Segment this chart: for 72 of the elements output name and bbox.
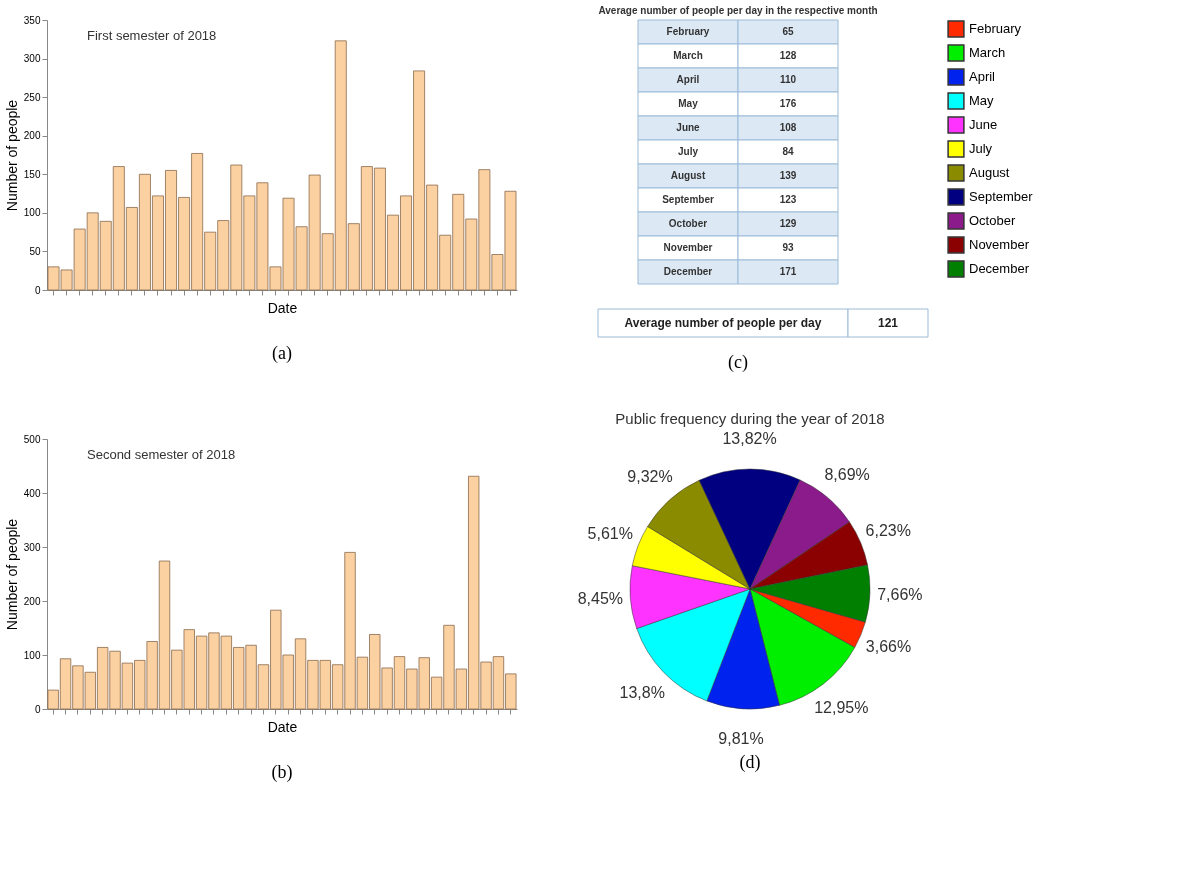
data-label: 129: [779, 218, 797, 229]
y-tick-label: 200: [23, 595, 41, 607]
y-tick-label: 100: [23, 649, 41, 661]
category-label: September: [662, 194, 714, 205]
y-axis-title: Number of people: [3, 99, 20, 212]
y-axis-title: Number of people: [3, 518, 20, 631]
y-tick-label: 350: [23, 14, 41, 26]
text: Second semester of 2018: [87, 447, 236, 462]
data-label: 139: [779, 170, 797, 181]
legend-label: March: [969, 45, 1006, 60]
text: Average number of people per day: [624, 316, 822, 330]
category-label: November: [663, 242, 713, 253]
x-axis-title: Date: [267, 299, 298, 316]
category-label: June: [676, 122, 701, 133]
category-label: May: [678, 98, 699, 109]
data-label: 12,95%: [814, 698, 869, 716]
y-tick-label: 250: [23, 91, 41, 103]
data-label: 7,66%: [877, 585, 923, 603]
y-tick-label: 0: [34, 284, 41, 296]
text: (d): [739, 752, 761, 773]
data-label: 171: [779, 266, 797, 277]
data-label: 5,61%: [587, 525, 633, 543]
y-tick-label: 300: [23, 53, 41, 65]
legend-label: August: [969, 165, 1010, 180]
category-label: October: [668, 218, 708, 229]
data-label: 176: [779, 98, 797, 109]
data-label: 3,66%: [865, 637, 912, 655]
text: Public frequency during the year of 2018: [615, 410, 885, 427]
y-tick-label: 400: [23, 487, 41, 499]
legend-label: December: [969, 261, 1030, 276]
data-label: 8,69%: [824, 465, 870, 483]
y-tick-label: 200: [23, 130, 41, 142]
y-tick-label: 100: [23, 207, 41, 219]
legend-label: June: [969, 117, 998, 132]
data-label: 110: [779, 74, 797, 85]
y-tick-label: 150: [23, 168, 41, 180]
legend-label: April: [969, 69, 996, 84]
category-label: August: [670, 170, 706, 181]
text: (c): [728, 352, 748, 373]
legend-label: May: [969, 93, 995, 108]
y-tick-label: 50: [29, 245, 41, 257]
category-label: December: [663, 266, 713, 277]
y-tick-label: 500: [23, 433, 41, 445]
text: (a): [272, 343, 292, 364]
category-label: July: [677, 146, 699, 157]
legend-label: October: [969, 213, 1016, 228]
y-tick-label: 0: [34, 703, 41, 715]
data-label: 123: [779, 194, 797, 205]
category-label: February: [666, 26, 710, 37]
legend-label: September: [969, 189, 1034, 204]
data-label: 6,23%: [865, 521, 911, 539]
x-axis-title: Date: [267, 718, 298, 735]
data-label: 128: [779, 50, 797, 61]
text: Average number of people per day in the respective month: [598, 4, 878, 16]
legend-label: July: [969, 141, 993, 156]
data-label: 13,82%: [722, 430, 777, 447]
text: 121: [877, 316, 899, 330]
data-label: 9,32%: [627, 468, 673, 486]
text: (b): [271, 762, 293, 783]
data-label: 65: [782, 26, 794, 37]
category-label: March: [673, 50, 703, 61]
text: First semester of 2018: [87, 28, 217, 43]
data-label: 93: [782, 242, 794, 253]
data-label: 13,8%: [619, 684, 665, 702]
data-label: 84: [782, 146, 794, 157]
y-tick-label: 300: [23, 541, 41, 553]
data-label: 9,81%: [718, 729, 764, 747]
legend-label: November: [969, 237, 1030, 252]
data-label: 8,45%: [577, 590, 624, 608]
category-label: April: [676, 74, 700, 85]
legend-label: February: [969, 21, 1022, 36]
data-label: 108: [779, 122, 797, 133]
